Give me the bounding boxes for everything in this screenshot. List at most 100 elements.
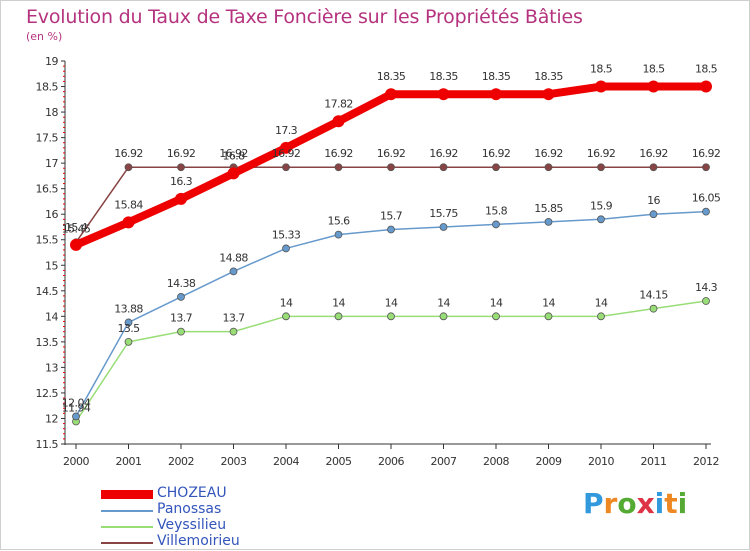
data-point-villemoirieu bbox=[544, 163, 553, 172]
data-label-villemoirieu: 16.92 bbox=[114, 147, 143, 160]
data-point-villemoirieu bbox=[282, 163, 290, 172]
data-label-panossas: 14.88 bbox=[219, 251, 248, 264]
data-point-veyssilieu bbox=[177, 327, 185, 336]
x-tick-label: 2010 bbox=[588, 455, 614, 468]
data-point-chozeau bbox=[332, 115, 345, 128]
legend-label-veyssilieu: Veyssilieu bbox=[157, 517, 227, 533]
unit-label: (en %) bbox=[26, 30, 63, 43]
data-label-panossas: 15.8 bbox=[485, 204, 508, 217]
data-label-chozeau: 18.35 bbox=[482, 70, 511, 83]
data-label-panossas: 14.38 bbox=[167, 277, 196, 290]
x-tick-label: 2012 bbox=[693, 455, 719, 468]
data-point-chozeau bbox=[490, 88, 502, 101]
data-point-panossas bbox=[439, 223, 448, 231]
chart-title: Evolution du Taux de Taxe Foncière sur l… bbox=[26, 6, 583, 28]
data-label-chozeau: 18.35 bbox=[377, 70, 406, 83]
data-point-veyssilieu bbox=[124, 337, 133, 346]
x-tick-label: 2001 bbox=[116, 455, 142, 468]
data-point-chozeau bbox=[175, 192, 187, 205]
data-label-panossas: 15.85 bbox=[534, 202, 563, 215]
data-point-veyssilieu bbox=[229, 327, 238, 336]
legend-swatch-panossas bbox=[101, 510, 153, 512]
data-label-veyssilieu: 14 bbox=[385, 296, 398, 309]
data-label-villemoirieu: 16.92 bbox=[639, 147, 668, 160]
data-point-panossas bbox=[544, 217, 553, 226]
logo-letter: x bbox=[636, 487, 655, 520]
data-point-villemoirieu bbox=[334, 163, 343, 172]
data-point-panossas bbox=[702, 207, 710, 216]
y-tick-label: 16.5 bbox=[36, 183, 59, 196]
logo-letter: t bbox=[664, 487, 678, 520]
y-tick-label: 12 bbox=[45, 412, 58, 425]
data-label-panossas: 16.05 bbox=[692, 192, 721, 205]
x-tick-label: 2003 bbox=[221, 455, 247, 468]
y-tick-label: 17 bbox=[45, 157, 58, 170]
data-point-chozeau bbox=[280, 141, 292, 154]
data-point-chozeau bbox=[227, 167, 240, 180]
data-point-chozeau bbox=[595, 80, 607, 93]
y-tick-label: 18.5 bbox=[36, 81, 59, 94]
data-point-veyssilieu bbox=[282, 312, 290, 321]
data-point-panossas bbox=[387, 225, 395, 234]
y-tick-label: 15.5 bbox=[36, 234, 59, 247]
legend-swatch-chozeau bbox=[101, 490, 153, 499]
data-label-villemoirieu: 16.92 bbox=[324, 147, 353, 160]
logo-letter: o bbox=[617, 487, 637, 520]
data-label-panossas: 13.88 bbox=[114, 302, 143, 315]
data-point-veyssilieu bbox=[649, 304, 658, 313]
data-label-veyssilieu: 14 bbox=[542, 296, 555, 309]
data-point-villemoirieu bbox=[649, 163, 658, 172]
data-label-veyssilieu: 13.5 bbox=[117, 322, 140, 335]
x-tick-label: 2000 bbox=[63, 455, 89, 468]
data-label-veyssilieu: 14 bbox=[332, 296, 345, 309]
data-point-chozeau bbox=[647, 80, 660, 93]
data-label-panossas: 15.75 bbox=[429, 207, 458, 220]
data-label-villemoirieu: 16.92 bbox=[272, 147, 301, 160]
data-point-panossas bbox=[597, 215, 605, 224]
data-point-veyssilieu bbox=[702, 297, 710, 305]
x-tick-label: 2006 bbox=[378, 455, 404, 468]
data-point-panossas bbox=[124, 318, 133, 327]
data-point-villemoirieu bbox=[597, 163, 605, 172]
x-tick-label: 2002 bbox=[168, 455, 194, 468]
y-tick-label: 17.5 bbox=[36, 132, 59, 145]
y-tick-label: 16 bbox=[45, 208, 58, 221]
data-label-panossas: 12.04 bbox=[62, 396, 91, 409]
data-point-veyssilieu bbox=[439, 312, 448, 321]
x-tick-label: 2007 bbox=[431, 455, 457, 468]
data-point-villemoirieu bbox=[439, 163, 448, 172]
data-point-veyssilieu bbox=[597, 312, 605, 321]
data-label-chozeau: 18.35 bbox=[429, 70, 458, 83]
data-label-chozeau: 18.5 bbox=[590, 63, 613, 76]
data-point-panossas bbox=[334, 230, 343, 239]
proxiti-logo: Proxiti bbox=[583, 487, 687, 520]
y-tick-label: 14 bbox=[45, 310, 58, 323]
legend-label-chozeau: CHOZEAU bbox=[157, 485, 227, 501]
y-tick-label: 15 bbox=[45, 259, 58, 272]
data-point-villemoirieu bbox=[387, 163, 395, 172]
data-point-panossas bbox=[177, 293, 185, 301]
y-tick-label: 12.5 bbox=[36, 387, 59, 400]
data-label-chozeau: 18.5 bbox=[695, 63, 718, 76]
x-tick-label: 2008 bbox=[483, 455, 509, 468]
data-label-villemoirieu: 15.45 bbox=[62, 222, 91, 235]
data-label-villemoirieu: 16.92 bbox=[534, 147, 563, 160]
data-point-chozeau bbox=[542, 88, 555, 101]
data-point-veyssilieu bbox=[492, 312, 500, 321]
data-point-panossas bbox=[649, 210, 658, 219]
data-point-villemoirieu bbox=[702, 163, 710, 172]
y-tick-label: 18 bbox=[45, 106, 58, 119]
data-label-panossas: 15.7 bbox=[380, 210, 403, 223]
y-tick-label: 13.5 bbox=[36, 336, 59, 349]
logo-letter: P bbox=[583, 487, 604, 520]
data-label-panossas: 15.9 bbox=[590, 199, 613, 212]
data-label-veyssilieu: 14 bbox=[280, 296, 293, 309]
logo-letter: i bbox=[677, 487, 688, 520]
data-label-veyssilieu: 13.7 bbox=[222, 312, 245, 325]
legend-swatch-veyssilieu bbox=[101, 526, 153, 528]
data-label-veyssilieu: 14.3 bbox=[695, 281, 718, 294]
data-point-veyssilieu bbox=[334, 312, 343, 321]
data-label-chozeau: 16.8 bbox=[222, 149, 245, 162]
